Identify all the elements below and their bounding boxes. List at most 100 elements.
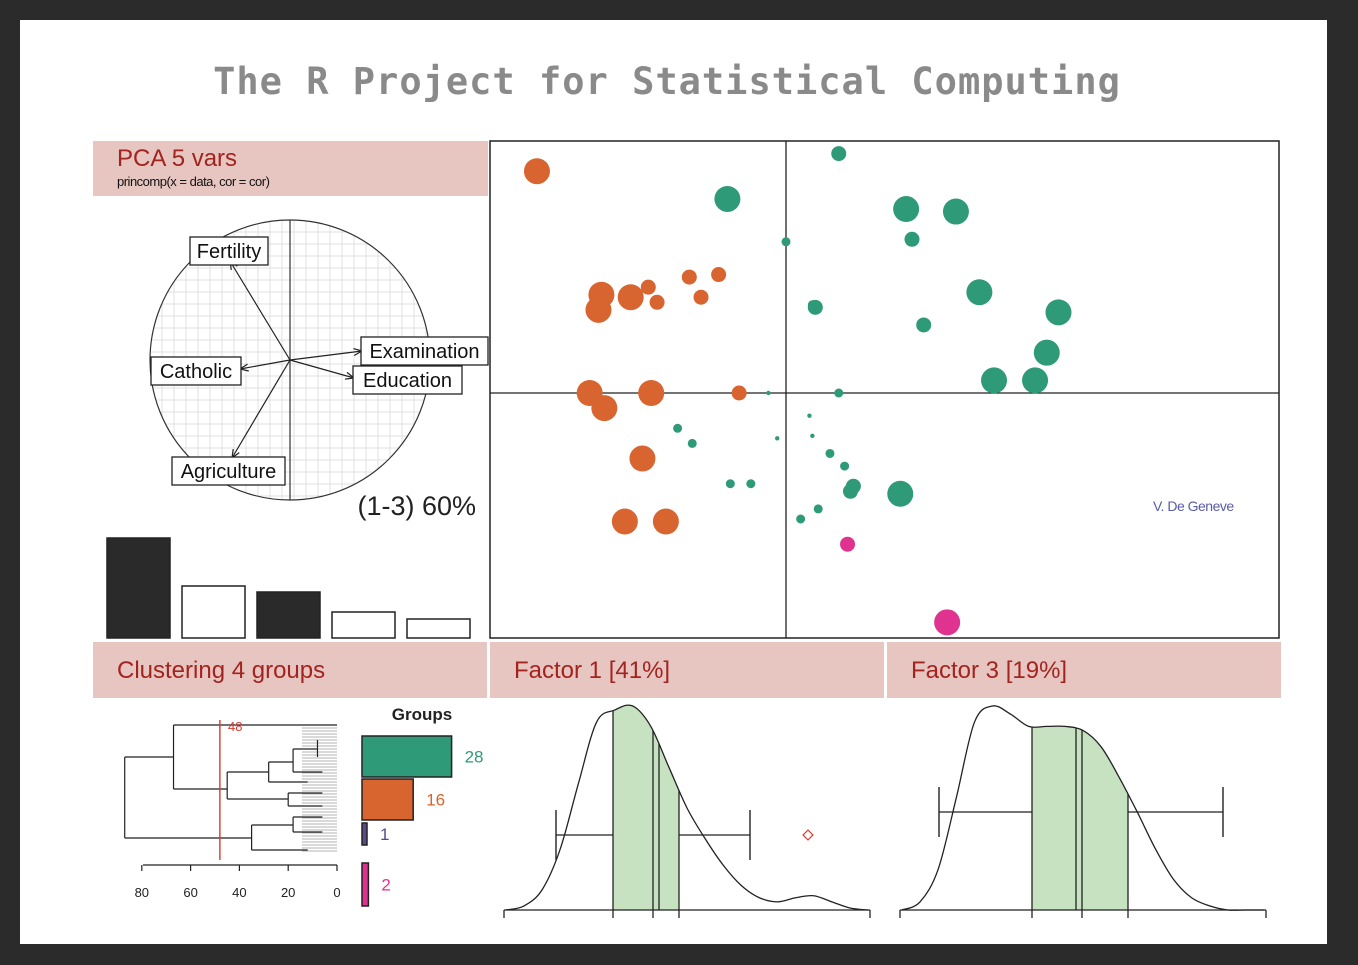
scatter-point (714, 185, 741, 212)
scatter-point (807, 413, 812, 418)
factor3-header: Factor 3 [19%] (887, 642, 1281, 698)
scatter-point (725, 479, 735, 489)
figure-canvas: The R Project for Statistical Computing … (20, 20, 1327, 944)
loading-label-box (171, 456, 286, 486)
scatter-point (693, 289, 709, 305)
scatter-point (617, 284, 644, 311)
scatter-point (673, 423, 683, 433)
scatter-point (681, 269, 697, 285)
scatter-point (825, 448, 835, 458)
clustering-header: Clustering 4 groups (93, 642, 487, 698)
scatter-point (840, 536, 856, 552)
loading-label-box (352, 365, 463, 395)
scatter-point (916, 317, 932, 333)
iqr-fill (1032, 705, 1128, 910)
outlier-point (802, 829, 814, 841)
group-count: 2 (381, 876, 390, 895)
factor1-density (503, 704, 871, 918)
loading-arrows: Fertility Examination Catholic Education Agr… (150, 236, 489, 486)
scatter-point (731, 385, 747, 401)
factor3-title: Factor 3 [19%] (911, 657, 1068, 684)
scatter-point (834, 388, 844, 398)
groups-title: Groups (392, 705, 452, 724)
scatter-point (611, 508, 638, 535)
scatter-point (711, 267, 727, 283)
tick-label: 40 (232, 885, 246, 900)
pca-variance-label: (1-3) 60% (357, 491, 476, 521)
pca-header: PCA 5 vars princomp(x = data, cor = cor) (93, 141, 488, 196)
loading-label-box (189, 236, 269, 266)
scatter-point (775, 436, 780, 441)
scatter-point (966, 279, 993, 306)
loading-arrow (289, 350, 363, 361)
scatter-point (766, 390, 771, 396)
factor1-title: Factor 1 [41%] (514, 657, 671, 684)
scatter-point (1045, 299, 1072, 326)
scatter-points (523, 146, 1072, 636)
factor1-header: Factor 1 [41%] (490, 642, 884, 698)
eigenvalue-bars (106, 537, 471, 639)
loading-arrow (231, 359, 291, 459)
group-count: 28 (465, 748, 484, 767)
dendrogram-panel: 48 80 60 40 20 0 (124, 719, 341, 900)
tick-label: 80 (135, 885, 149, 900)
tick-label: 0 (333, 885, 340, 900)
loading-label-box (150, 356, 242, 386)
tick-label: 60 (183, 885, 197, 900)
scatter-point (904, 231, 920, 247)
eigenvalue-bar (331, 611, 396, 639)
loading-label: Agriculture (181, 461, 277, 483)
scatter-point (893, 196, 920, 223)
group-count: 16 (426, 791, 445, 810)
credit-text: V. De Geneve (1153, 498, 1234, 514)
scatter-point (629, 445, 656, 472)
group-bar (361, 862, 370, 907)
pca-circle-panel: Fertility Examination Catholic Education Agr… (149, 219, 489, 521)
scatter-point (813, 504, 823, 514)
tick-label: 20 (281, 885, 295, 900)
dendrogram (124, 720, 337, 860)
scatter-point (640, 279, 656, 295)
group-count: 1 (380, 825, 389, 844)
scatter-point (840, 461, 850, 471)
group-bar (361, 822, 368, 846)
loading-label: Examination (369, 341, 479, 363)
loading-label: Education (363, 370, 452, 392)
loading-arrow (229, 260, 291, 361)
scatter-point (981, 367, 1008, 394)
group-bars: 28 16 1 2 (361, 735, 484, 907)
eigenvalue-bar (256, 591, 321, 639)
loading-label: Fertility (197, 241, 261, 263)
groups-panel: Groups 28 16 1 2 (361, 705, 484, 907)
scatter-point (523, 158, 550, 185)
scatter-point (796, 514, 806, 524)
scatter-panel: V. De Geneve (489, 140, 1280, 639)
group-bar (361, 735, 453, 778)
plot-surface: Fertility Examination Catholic Education Agr… (106, 140, 1280, 918)
density-curve (505, 704, 869, 911)
pca-title: PCA 5 vars (117, 145, 238, 172)
scatter-point (942, 198, 969, 225)
loading-arrow (289, 359, 355, 379)
scatter-point (831, 146, 847, 162)
scatter-point (1033, 339, 1060, 366)
loading-arrow (239, 359, 291, 370)
scatter-point (746, 479, 756, 489)
pca-subtitle: princomp(x = data, cor = cor) (117, 174, 270, 189)
scatter-point (807, 300, 817, 310)
scatter-point (781, 237, 791, 247)
density-curve (901, 705, 1264, 911)
clustering-title: Clustering 4 groups (117, 657, 326, 684)
scatter-point (687, 438, 697, 448)
scatter-point (934, 609, 961, 636)
eigenvalue-bar (181, 585, 246, 639)
factor3-density (899, 705, 1267, 918)
scatter-point (887, 480, 914, 507)
group-bar (361, 778, 414, 821)
scatter-point (810, 433, 815, 439)
eigenvalue-bar (406, 618, 471, 639)
scatter-frame (489, 140, 1280, 639)
loading-label: Catholic (160, 361, 232, 383)
page-title: The R Project for Statistical Computing (213, 60, 1121, 103)
scatter-point (638, 380, 665, 406)
